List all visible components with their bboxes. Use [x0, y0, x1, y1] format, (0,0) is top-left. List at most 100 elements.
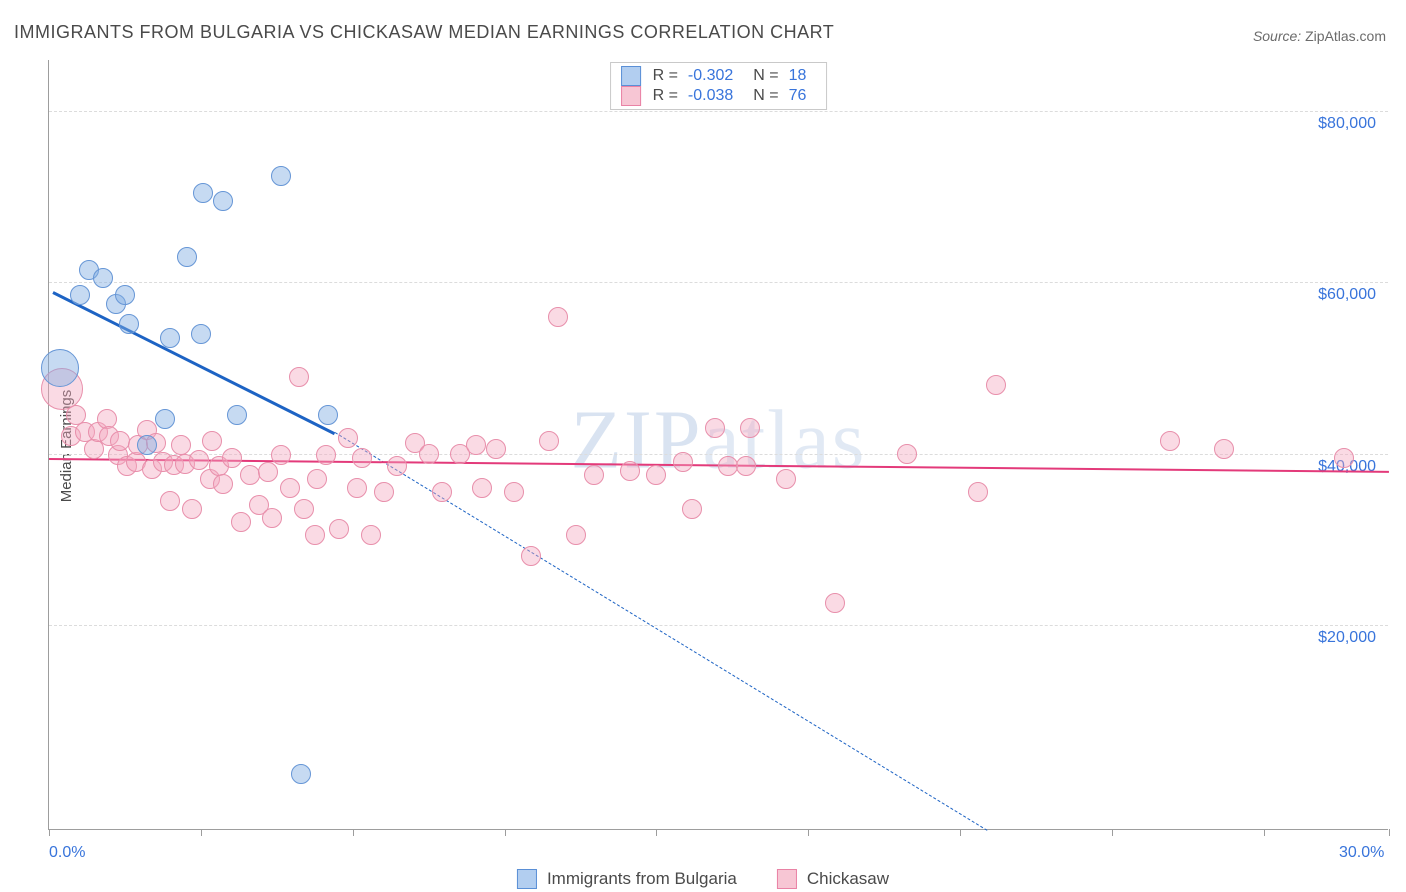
data-point — [289, 367, 309, 387]
data-point — [361, 525, 381, 545]
data-point — [705, 418, 725, 438]
data-point — [432, 482, 452, 502]
data-point — [318, 405, 338, 425]
data-point — [521, 546, 541, 566]
data-point — [548, 307, 568, 327]
data-point — [740, 418, 760, 438]
data-point — [646, 465, 666, 485]
n-label: N = — [753, 67, 778, 85]
data-point — [374, 482, 394, 502]
gridline — [49, 454, 1388, 455]
data-point — [419, 444, 439, 464]
data-point — [736, 456, 756, 476]
data-point — [291, 764, 311, 784]
data-point — [189, 450, 209, 470]
data-point — [682, 499, 702, 519]
n-value-0: 18 — [789, 67, 807, 85]
data-point — [271, 166, 291, 186]
data-point — [566, 525, 586, 545]
data-point — [338, 428, 358, 448]
data-point — [171, 435, 191, 455]
data-point — [115, 285, 135, 305]
chart-title: IMMIGRANTS FROM BULGARIA VS CHICKASAW ME… — [14, 22, 834, 43]
n-label: N = — [753, 87, 778, 105]
data-point — [539, 431, 559, 451]
trend-line — [53, 291, 336, 435]
r-label: R = — [653, 67, 678, 85]
data-point — [294, 499, 314, 519]
data-point — [222, 448, 242, 468]
stats-row-series-0: R = -0.302 N = 18 — [621, 66, 817, 86]
gridline — [49, 625, 1388, 626]
r-label: R = — [653, 87, 678, 105]
data-point — [240, 465, 260, 485]
data-point — [472, 478, 492, 498]
data-point — [673, 452, 693, 472]
x-tick — [505, 829, 506, 836]
stats-legend: R = -0.302 N = 18 R = -0.038 N = 76 — [610, 62, 828, 110]
gridline — [49, 282, 1388, 283]
x-tick — [656, 829, 657, 836]
x-tick — [49, 829, 50, 836]
source-attribution: Source: ZipAtlas.com — [1253, 28, 1386, 44]
data-point — [258, 462, 278, 482]
n-value-1: 76 — [789, 87, 807, 105]
x-tick — [808, 829, 809, 836]
data-point — [160, 328, 180, 348]
legend-swatch-1 — [777, 869, 797, 889]
data-point — [262, 508, 282, 528]
data-point — [93, 268, 113, 288]
data-point — [387, 456, 407, 476]
swatch-series-0 — [621, 66, 641, 86]
data-point — [986, 375, 1006, 395]
x-tick-label: 0.0% — [49, 844, 85, 862]
legend-swatch-0 — [517, 869, 537, 889]
data-point — [620, 461, 640, 481]
r-value-0: -0.302 — [688, 67, 733, 85]
data-point — [352, 448, 372, 468]
y-tick-label: $20,000 — [1318, 629, 1376, 647]
data-point — [213, 191, 233, 211]
data-point — [227, 405, 247, 425]
x-tick-label: 30.0% — [1339, 844, 1384, 862]
legend-label-1: Chickasaw — [807, 869, 889, 889]
data-point — [316, 445, 336, 465]
data-point — [1334, 448, 1354, 468]
data-point — [41, 349, 79, 387]
data-point — [968, 482, 988, 502]
data-point — [825, 593, 845, 613]
data-point — [486, 439, 506, 459]
data-point — [307, 469, 327, 489]
source-name: ZipAtlas.com — [1305, 28, 1386, 44]
plot-area: ZIPatlas R = -0.302 N = 18 R = -0.038 N … — [48, 60, 1388, 830]
data-point — [271, 445, 291, 465]
stats-row-series-1: R = -0.038 N = 76 — [621, 86, 817, 106]
data-point — [504, 482, 524, 502]
x-tick — [353, 829, 354, 836]
data-point — [110, 431, 130, 451]
legend-item-1: Chickasaw — [777, 869, 889, 889]
data-point — [584, 465, 604, 485]
gridline — [49, 111, 1388, 112]
data-point — [776, 469, 796, 489]
data-point — [70, 285, 90, 305]
source-prefix: Source: — [1253, 28, 1305, 44]
series-legend: Immigrants from Bulgaria Chickasaw — [517, 869, 889, 889]
y-tick-label: $60,000 — [1318, 286, 1376, 304]
data-point — [1160, 431, 1180, 451]
data-point — [191, 324, 211, 344]
swatch-series-1 — [621, 86, 641, 106]
data-point — [137, 435, 157, 455]
data-point — [213, 474, 233, 494]
data-point — [231, 512, 251, 532]
data-point — [119, 314, 139, 334]
data-point — [466, 435, 486, 455]
data-point — [329, 519, 349, 539]
data-point — [193, 183, 213, 203]
data-point — [280, 478, 300, 498]
y-tick-label: $80,000 — [1318, 115, 1376, 133]
r-value-1: -0.038 — [688, 87, 733, 105]
x-tick — [1112, 829, 1113, 836]
data-point — [305, 525, 325, 545]
data-point — [182, 499, 202, 519]
